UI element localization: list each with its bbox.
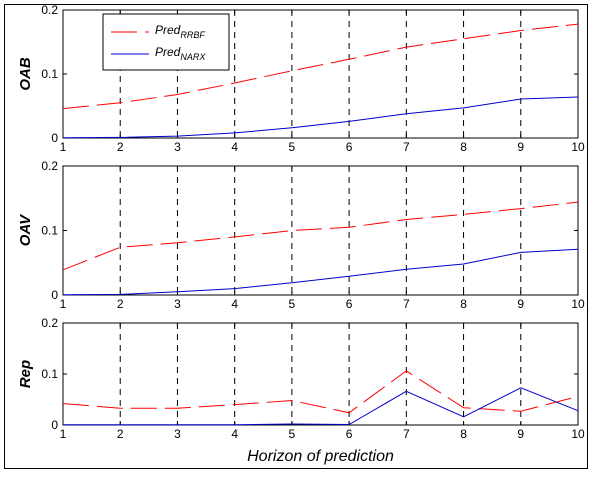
x-tick-label: 3 xyxy=(174,140,181,154)
series-line-rrbf xyxy=(62,23,579,110)
series-line-rrbf xyxy=(62,201,579,271)
x-tick-label: 6 xyxy=(346,427,353,441)
x-tick-label: 10 xyxy=(571,297,585,311)
panel-rep: 1 2 3 4 5 6 7 8 9 10 0 0.1 0.2 Rep Horizon of predicti… xyxy=(17,316,585,465)
panel-oab: 1 2 3 4 5 6 7 8 9 10 0 0.1 0.2 OAB PredRRBF PredNARX xyxy=(17,3,585,154)
y-axis-label: OAV xyxy=(17,213,34,246)
x-tick-label: 9 xyxy=(517,427,524,441)
x-tick-label: 6 xyxy=(346,140,353,154)
series-line-narx xyxy=(63,387,579,426)
x-tick-label: 2 xyxy=(117,140,124,154)
x-tick-label: 3 xyxy=(174,427,181,441)
x-tick-label: 5 xyxy=(289,427,296,441)
x-tick-label: 8 xyxy=(460,427,467,441)
y-axis-label: Rep xyxy=(17,360,34,388)
legend: PredRRBF PredNARX xyxy=(102,13,230,71)
x-tick-label: 5 xyxy=(289,140,296,154)
y-tick-label: 0.2 xyxy=(41,3,58,17)
x-tick-label: 4 xyxy=(231,140,238,154)
x-tick-label: 9 xyxy=(517,140,524,154)
panel-oav: 1 2 3 4 5 6 7 8 9 10 0 0.1 0.2 OAV xyxy=(17,159,585,311)
y-tick-label: 0.2 xyxy=(41,316,58,330)
x-tick-label: 7 xyxy=(403,297,410,311)
x-tick-label: 10 xyxy=(571,140,585,154)
x-tick-label: 3 xyxy=(174,297,181,311)
legend-box xyxy=(102,13,230,71)
x-tick-label: 9 xyxy=(517,297,524,311)
x-tick-label: 8 xyxy=(460,297,467,311)
x-tick-label: 7 xyxy=(403,427,410,441)
x-tick-label: 1 xyxy=(60,297,67,311)
x-tick-label: 1 xyxy=(60,140,67,154)
x-tick-label: 7 xyxy=(403,140,410,154)
series-line-narx xyxy=(62,96,579,139)
legend-entry-label: PredNARX xyxy=(155,45,206,62)
series-line-narx xyxy=(62,248,579,296)
y-tick-label: 0 xyxy=(51,418,58,432)
x-tick-label: 5 xyxy=(289,297,296,311)
y-tick-label: 0.2 xyxy=(41,159,58,173)
series-line-rrbf xyxy=(62,370,579,414)
y-tick-label: 0 xyxy=(51,288,58,302)
x-tick-label: 2 xyxy=(117,297,124,311)
x-tick-label: 8 xyxy=(460,140,467,154)
y-axis-label: OAB xyxy=(17,57,34,91)
x-tick-label: 4 xyxy=(231,427,238,441)
y-tick-label: 0.1 xyxy=(41,224,58,238)
x-axis-label: Horizon of prediction xyxy=(247,448,394,465)
y-tick-label: 0.1 xyxy=(41,367,58,381)
x-tick-label: 10 xyxy=(571,427,585,441)
y-tick-label: 0 xyxy=(51,131,58,145)
legend-entry-label: PredRRBF xyxy=(155,23,205,40)
y-tick-label: 0.1 xyxy=(41,67,58,81)
figure-border xyxy=(4,4,588,469)
x-tick-label: 1 xyxy=(60,427,67,441)
x-tick-label: 4 xyxy=(231,297,238,311)
x-tick-label: 2 xyxy=(117,427,124,441)
x-tick-label: 6 xyxy=(346,297,353,311)
axes-box xyxy=(62,165,579,296)
